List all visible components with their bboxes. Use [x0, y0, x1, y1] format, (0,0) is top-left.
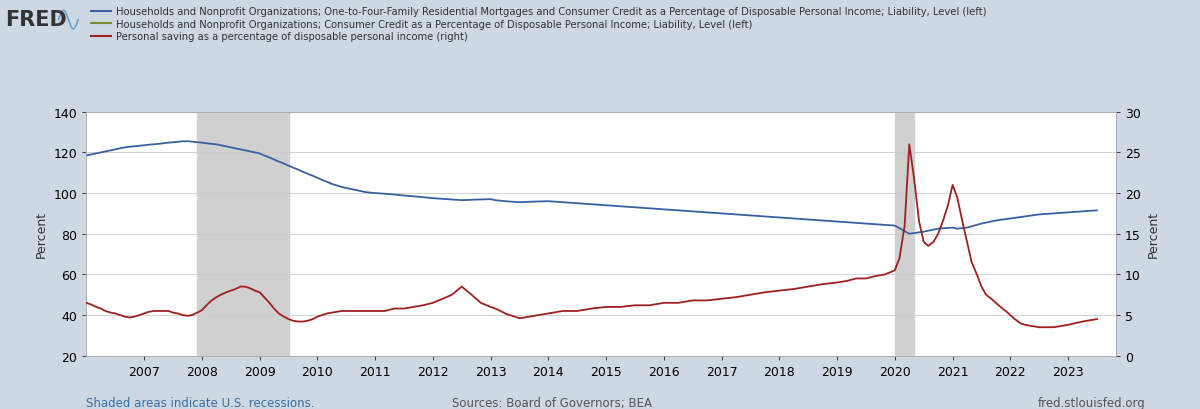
Y-axis label: Percent: Percent	[35, 211, 48, 258]
Text: Shaded areas indicate U.S. recessions.: Shaded areas indicate U.S. recessions.	[86, 396, 314, 409]
Text: Sources: Board of Governors; BEA: Sources: Board of Governors; BEA	[452, 396, 652, 409]
Text: FRED: FRED	[5, 10, 66, 30]
Bar	[895, 112, 914, 356]
Y-axis label: Percent: Percent	[1146, 211, 1159, 258]
Bar	[197, 112, 288, 356]
Text: fred.stlouisfed.org: fred.stlouisfed.org	[1038, 396, 1146, 409]
Legend: Households and Nonprofit Organizations; One-to-Four-Family Residential Mortgages: Households and Nonprofit Organizations; …	[91, 7, 986, 42]
